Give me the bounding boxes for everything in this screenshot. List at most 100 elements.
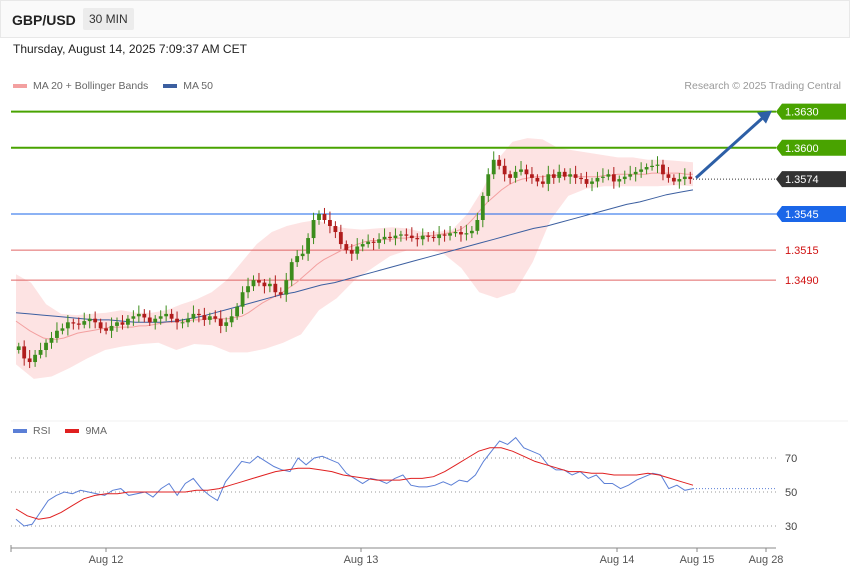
candle-body bbox=[16, 346, 21, 350]
candle-body bbox=[240, 292, 245, 307]
candle bbox=[82, 312, 87, 329]
candle-body bbox=[169, 313, 174, 319]
candle-body bbox=[109, 325, 114, 331]
candle bbox=[344, 240, 349, 254]
candle-body bbox=[246, 286, 250, 293]
candle-body bbox=[93, 318, 98, 323]
candle bbox=[109, 317, 114, 338]
candle-body bbox=[415, 238, 420, 240]
candle-body bbox=[349, 250, 354, 254]
candle bbox=[235, 303, 240, 320]
candle-body bbox=[491, 159, 496, 175]
candle-body bbox=[551, 174, 556, 178]
candle-body bbox=[104, 328, 108, 331]
candle bbox=[349, 244, 354, 261]
candle-body bbox=[475, 220, 480, 231]
candle-body bbox=[404, 234, 409, 236]
candle bbox=[240, 286, 245, 314]
candle bbox=[409, 227, 414, 242]
candle-body bbox=[33, 354, 38, 363]
candle-body bbox=[688, 176, 693, 180]
candle-body bbox=[257, 280, 261, 283]
price-tag-label: 1.3574 bbox=[785, 174, 819, 186]
candle-body bbox=[420, 235, 425, 240]
candle-body bbox=[344, 244, 349, 251]
candle-body bbox=[442, 234, 447, 236]
candle-body bbox=[164, 313, 169, 317]
candle-body bbox=[601, 176, 605, 178]
candle-body bbox=[71, 322, 76, 324]
timeframe-button[interactable]: 30 MIN bbox=[83, 8, 134, 30]
candle bbox=[442, 229, 447, 242]
candle-body bbox=[218, 318, 223, 326]
candle-body bbox=[388, 236, 392, 239]
candle-body bbox=[338, 232, 343, 245]
candle bbox=[513, 165, 518, 183]
price-tag-box bbox=[776, 205, 846, 222]
candle bbox=[98, 318, 103, 334]
ma50-legend-label: MA 50 bbox=[183, 80, 213, 92]
rsi-ma-legend-label: 9MA bbox=[85, 425, 108, 437]
candle bbox=[65, 315, 70, 336]
candle-body bbox=[120, 322, 125, 325]
candle bbox=[196, 309, 201, 323]
candle bbox=[306, 233, 311, 261]
candle bbox=[404, 228, 409, 241]
candle bbox=[677, 173, 682, 189]
candle-body bbox=[464, 233, 469, 235]
candle bbox=[393, 228, 398, 246]
candle-body bbox=[453, 232, 458, 234]
candle-body bbox=[306, 238, 311, 254]
candle bbox=[491, 151, 496, 180]
price-tag-1.3574: 1.3574 bbox=[776, 171, 846, 188]
candle bbox=[76, 317, 81, 330]
candle-body bbox=[317, 213, 321, 220]
candle bbox=[164, 305, 169, 322]
candle-body bbox=[262, 282, 267, 287]
candle-body bbox=[224, 322, 229, 326]
candle bbox=[322, 207, 327, 224]
candle bbox=[120, 315, 125, 330]
candle-body bbox=[622, 176, 627, 180]
candle-body bbox=[278, 292, 283, 295]
candle-body bbox=[524, 169, 529, 175]
candle-body bbox=[530, 174, 534, 178]
candle bbox=[142, 309, 147, 323]
candle-body bbox=[284, 280, 289, 295]
candle bbox=[639, 162, 644, 178]
candle-body bbox=[671, 177, 676, 182]
candle-body bbox=[158, 316, 163, 319]
candle-body bbox=[98, 322, 103, 329]
candle bbox=[682, 168, 687, 186]
candle bbox=[300, 245, 305, 260]
candle-body bbox=[213, 316, 218, 319]
price-tag-1.3600: 1.3600 bbox=[776, 139, 846, 156]
candle bbox=[584, 171, 589, 188]
candle-body bbox=[502, 165, 507, 175]
candle-body bbox=[469, 230, 474, 234]
candle-body bbox=[27, 358, 32, 363]
candle-body bbox=[497, 159, 502, 166]
candle bbox=[295, 250, 300, 267]
candle-body bbox=[300, 253, 305, 257]
candle-body bbox=[655, 164, 660, 166]
candle-body bbox=[633, 171, 638, 175]
symbol-label: GBP/USD bbox=[12, 12, 76, 28]
candle bbox=[519, 161, 523, 176]
candle-body bbox=[513, 171, 518, 178]
candle bbox=[131, 310, 136, 326]
candle-body bbox=[22, 346, 27, 359]
rsi-line bbox=[15, 436, 694, 527]
candle-body bbox=[590, 181, 594, 184]
x-tick-label: Aug 12 bbox=[89, 554, 124, 566]
price-tag-1.3545: 1.3545 bbox=[776, 205, 846, 222]
candle bbox=[115, 317, 119, 332]
candle bbox=[213, 310, 218, 323]
candle bbox=[377, 233, 381, 249]
candle bbox=[229, 309, 234, 328]
price-tag-box bbox=[776, 139, 846, 156]
x-tick-label: Aug 15 bbox=[680, 554, 715, 566]
price-tag-box bbox=[776, 103, 846, 120]
candle bbox=[49, 331, 54, 349]
